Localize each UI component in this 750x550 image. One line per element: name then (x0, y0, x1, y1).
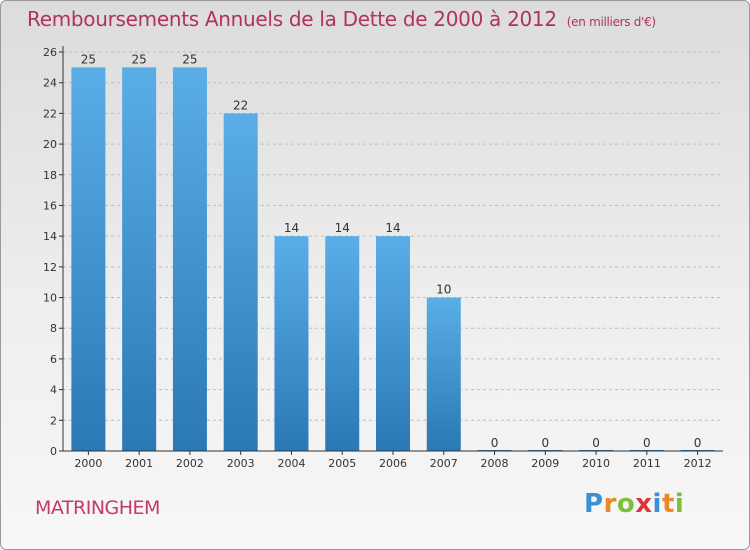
bars: 25 25 25 22 14 14 14 10 0 0 0 0 0 (71, 52, 715, 451)
bar (426, 297, 461, 451)
x-tick-label: 2002 (176, 457, 204, 470)
bar (172, 67, 207, 451)
commune-name: MATRINGHEM (35, 497, 160, 519)
y-tick-label: 26 (43, 46, 57, 59)
x-tick-label: 2005 (328, 457, 356, 470)
bar (71, 67, 106, 451)
bar-value-label: 0 (592, 436, 600, 450)
x-tick-label: 2007 (430, 457, 458, 470)
y-tick-label: 8 (50, 322, 57, 335)
logo-letter: r (603, 489, 617, 519)
y-tick-label: 0 (50, 445, 57, 458)
bar-value-label: 22 (233, 98, 248, 112)
y-tick-label: 14 (43, 230, 57, 243)
bar-value-label: 14 (335, 221, 350, 235)
y-tick-label: 12 (43, 261, 57, 274)
y-tick-label: 18 (43, 169, 57, 182)
bar-value-label: 25 (132, 52, 147, 66)
proxiti-logo[interactable]: Proxiti (584, 489, 684, 519)
y-tick-label: 16 (43, 199, 57, 212)
bar-value-label: 0 (643, 436, 651, 450)
x-tick-label: 2008 (481, 457, 509, 470)
x-tick-label: 2010 (582, 457, 610, 470)
bar-value-label: 0 (491, 436, 499, 450)
bar (223, 113, 258, 451)
logo-letter: t (661, 489, 675, 519)
chart-title-text: Remboursements Annuels de la Dette de 20… (27, 7, 557, 31)
y-tick-label: 2 (50, 414, 57, 427)
logo-letter: P (584, 489, 604, 519)
y-tick-label: 24 (43, 77, 57, 90)
bar-value-label: 14 (284, 221, 299, 235)
bar-value-label: 14 (385, 221, 400, 235)
bar (274, 236, 309, 451)
y-tick-label: 22 (43, 107, 57, 120)
bar (325, 236, 360, 451)
x-tick-label: 2011 (633, 457, 661, 470)
logo-letter: i (652, 489, 662, 519)
bar-value-label: 0 (541, 436, 549, 450)
y-tick-label: 4 (50, 384, 57, 397)
x-tick-label: 2004 (277, 457, 305, 470)
bar-value-label: 25 (182, 52, 197, 66)
chart-subtitle: (en milliers d'€) (566, 15, 656, 29)
bar (122, 67, 157, 451)
logo-letter: x (635, 489, 653, 519)
x-tick-label: 2000 (74, 457, 102, 470)
y-tick-label: 6 (50, 353, 57, 366)
bar-value-label: 10 (436, 283, 451, 297)
x-tick-label: 2001 (125, 457, 153, 470)
y-tick-label: 10 (43, 292, 57, 305)
chart-title: Remboursements Annuels de la Dette de 20… (27, 7, 656, 31)
logo-letter: i (674, 489, 685, 519)
y-tick-label: 20 (43, 138, 57, 151)
bar-value-label: 0 (694, 436, 702, 450)
bar (376, 236, 410, 451)
x-tick-label: 2012 (684, 457, 712, 470)
x-tick-label: 2006 (379, 457, 407, 470)
x-tick-label: 2003 (227, 457, 255, 470)
bar-value-label: 25 (81, 52, 96, 66)
logo-letter: o (616, 489, 636, 519)
x-tick-label: 2009 (531, 457, 559, 470)
